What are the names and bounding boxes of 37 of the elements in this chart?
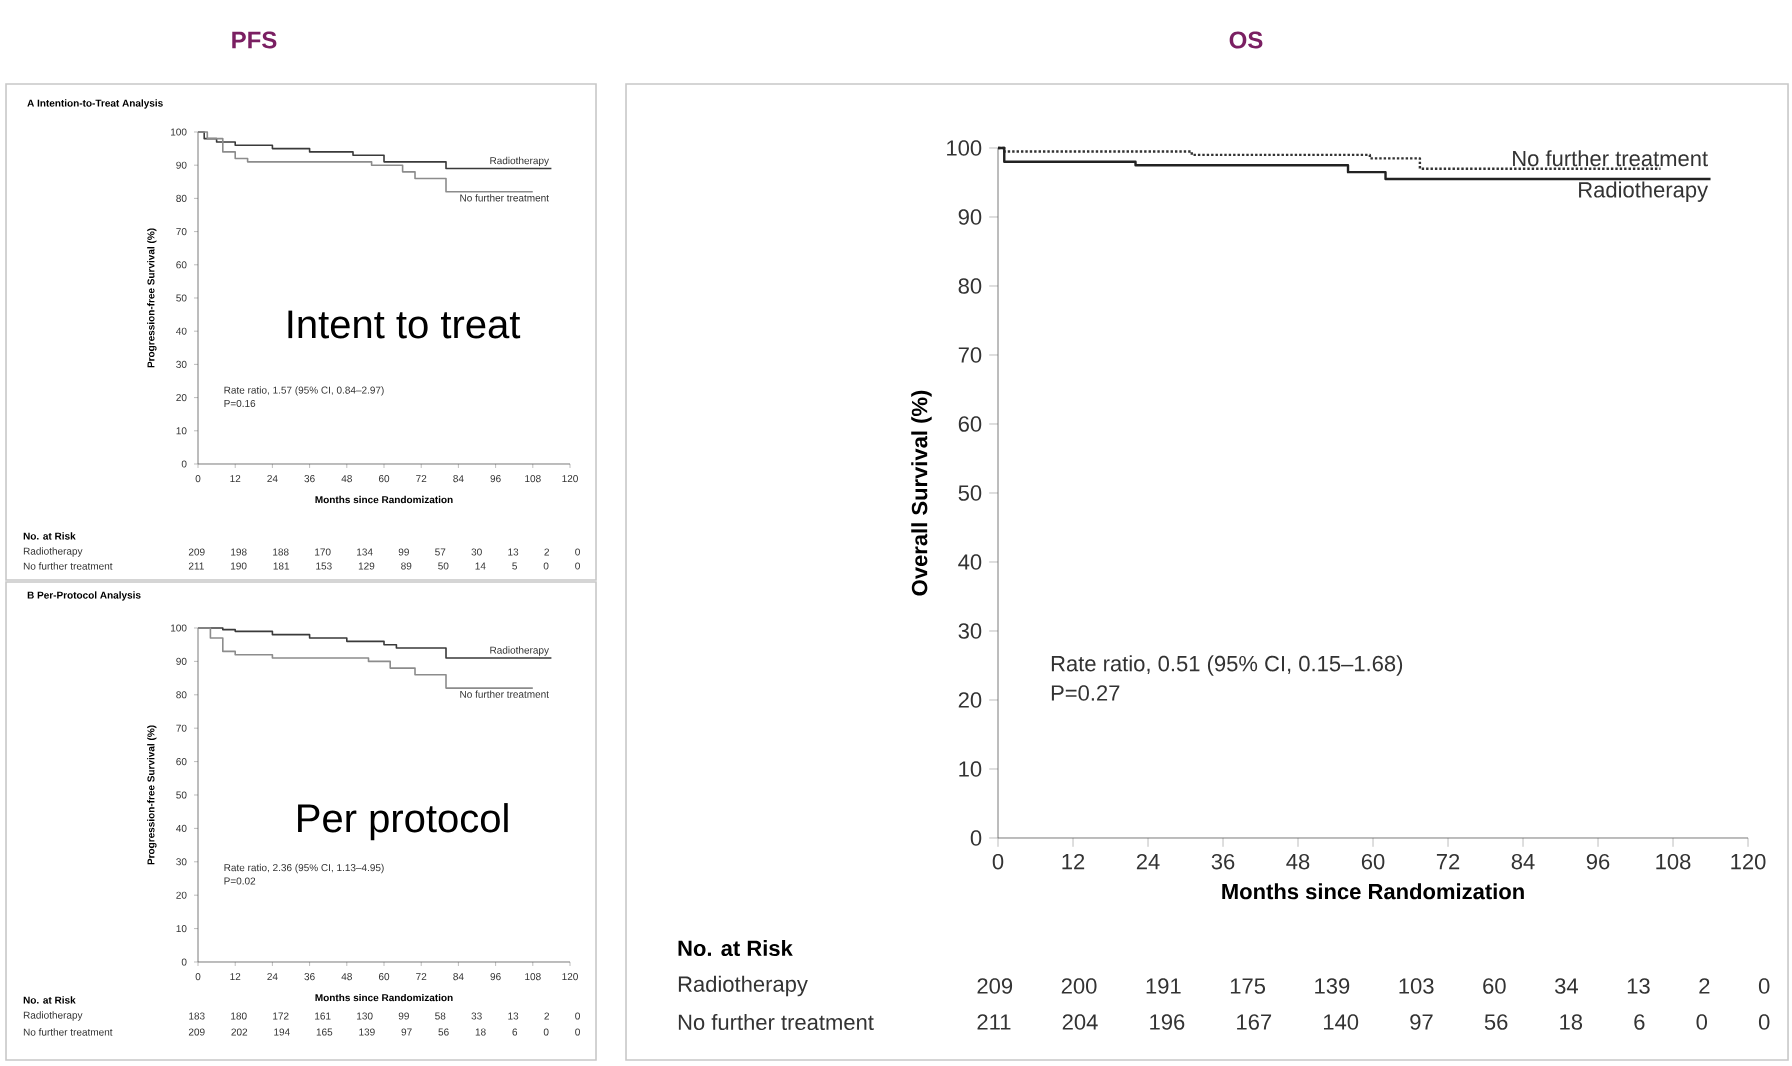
x-tick-label: 120: [1731, 853, 1766, 870]
text: 209 200 191 175 139 103 60 34 13 2 0: [977, 978, 1770, 994]
x-tick-label: 84: [1511, 853, 1535, 870]
y-tick-label: 80: [958, 278, 982, 294]
annotation: P=0.27: [1051, 685, 1120, 701]
x-tick-label: 60: [1361, 853, 1385, 870]
series-label: Radiotherapy: [1579, 181, 1709, 202]
y-tick-label: 100: [947, 140, 982, 156]
y-axis-title: Overall Survival (%): [911, 390, 932, 596]
text: 211 204 196 167 140 97 56 18 6 0 0: [977, 1014, 1770, 1030]
x-tick-label: 96: [1586, 853, 1610, 870]
y-tick-label: 20: [958, 692, 982, 708]
x-tick-label: 0: [992, 853, 1004, 870]
x-tick-label: 108: [1656, 853, 1691, 870]
chart-title: PFS: [232, 31, 277, 49]
chart-title: OS: [1229, 31, 1263, 49]
y-tick-label: 60: [958, 416, 982, 432]
annotation: Rate ratio, 0.51 (95% CI, 0.15–1.68): [1051, 655, 1403, 676]
x-tick-label: 24: [1136, 853, 1160, 870]
y-tick-label: 70: [958, 347, 982, 363]
text: No further treatment: [678, 1013, 874, 1031]
x-tick-label: 12: [1062, 853, 1085, 870]
x-tick-label: 48: [1286, 853, 1310, 870]
x-axis-title: Months since Randomization: [1222, 883, 1524, 900]
y-tick-label: 10: [959, 761, 982, 777]
text: No. at Risk: [678, 939, 793, 957]
text: Radiotherapy: [678, 975, 808, 997]
series-label: No further treatment: [1513, 150, 1708, 167]
annotation: Intent to treat: [288, 310, 521, 339]
y-tick-label: 30: [958, 623, 982, 639]
x-tick-label: 72: [1436, 853, 1460, 870]
y-tick-label: 50: [958, 485, 982, 501]
x-tick-label: 36: [1211, 853, 1235, 870]
y-tick-label: 0: [970, 830, 982, 846]
y-tick-label: 90: [958, 209, 982, 225]
y-tick-label: 40: [958, 554, 982, 570]
annotation: Per protocol: [298, 803, 508, 841]
